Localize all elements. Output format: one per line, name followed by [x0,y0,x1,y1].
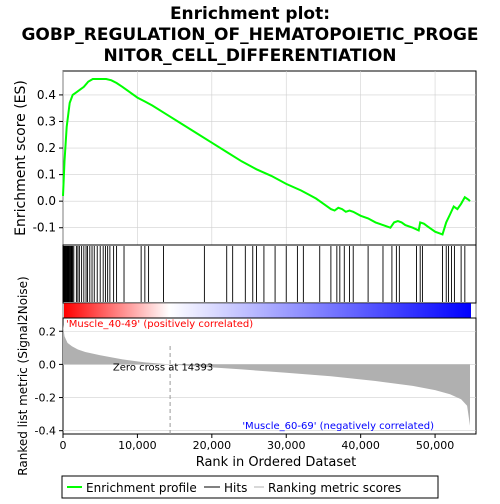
title-line-1: Enrichment plot: [170,4,330,24]
metric-y-ticks: -0.4 -0.2 0.0 0.2 [35,325,63,438]
ranking-metric-area [63,324,470,426]
x-tick-label: 40,000 [341,439,380,452]
es-y-tick-label: 0.2 [37,141,56,155]
es-y-ticks: -0.1 0.0 0.1 0.2 0.3 0.4 [33,88,63,235]
metric-y-tick-label: 0.2 [39,325,57,338]
legend-enrichment-label: Enrichment profile [86,481,197,495]
zero-cross-label: Zero cross at 14393 [113,362,213,373]
x-tick-label: 0 [60,439,67,452]
x-tick-label: 50,000 [416,439,455,452]
hits-panel-frame [62,244,477,304]
x-tick-label: 10,000 [118,439,157,452]
es-y-tick-label: 0.1 [37,168,56,182]
metric-y-axis-label: Ranked list metric (Signal2Noise) [16,276,30,475]
es-y-tick-label: -0.1 [33,221,56,235]
x-tick-label: 30,000 [267,439,306,452]
legend-hits-label: Hits [224,481,247,495]
es-y-tick-label: 0.3 [37,114,56,128]
legend-box [61,475,439,499]
rank-color-bar [64,303,471,318]
es-panel-frame [62,70,477,246]
x-tick-label: 20,000 [193,439,232,452]
legend-metric-label: Ranking metric scores [268,481,401,495]
chart-title: Enrichment plot: GOBP_REGULATION_OF_HEMA… [21,4,478,66]
es-y-axis-label: Enrichment score (ES) [13,80,29,236]
title-line-3: NITOR_CELL_DIFFERENTIATION [103,46,396,66]
metric-y-tick-label: 0.0 [39,358,57,371]
positive-correlation-label: 'Muscle_40-49' (positively correlated) [66,319,253,330]
title-line-2: GOBP_REGULATION_OF_HEMATOPOIETIC_PROGE [21,25,478,45]
es-y-tick-label: 0.0 [37,194,56,208]
enrichment-profile-line [62,78,471,236]
negative-correlation-label: 'Muscle_60-69' (negatively correlated) [242,421,434,432]
es-panel-grid [62,71,476,245]
metric-y-tick-label: -0.4 [35,425,56,438]
x-axis-label: Rank in Ordered Dataset [196,455,357,470]
x-axis-ticks: 0 10,000 20,000 30,000 40,000 50,000 [60,434,455,452]
metric-y-tick-label: -0.2 [35,392,56,405]
hit-markers [62,246,466,302]
es-y-tick-label: 0.4 [37,88,56,102]
